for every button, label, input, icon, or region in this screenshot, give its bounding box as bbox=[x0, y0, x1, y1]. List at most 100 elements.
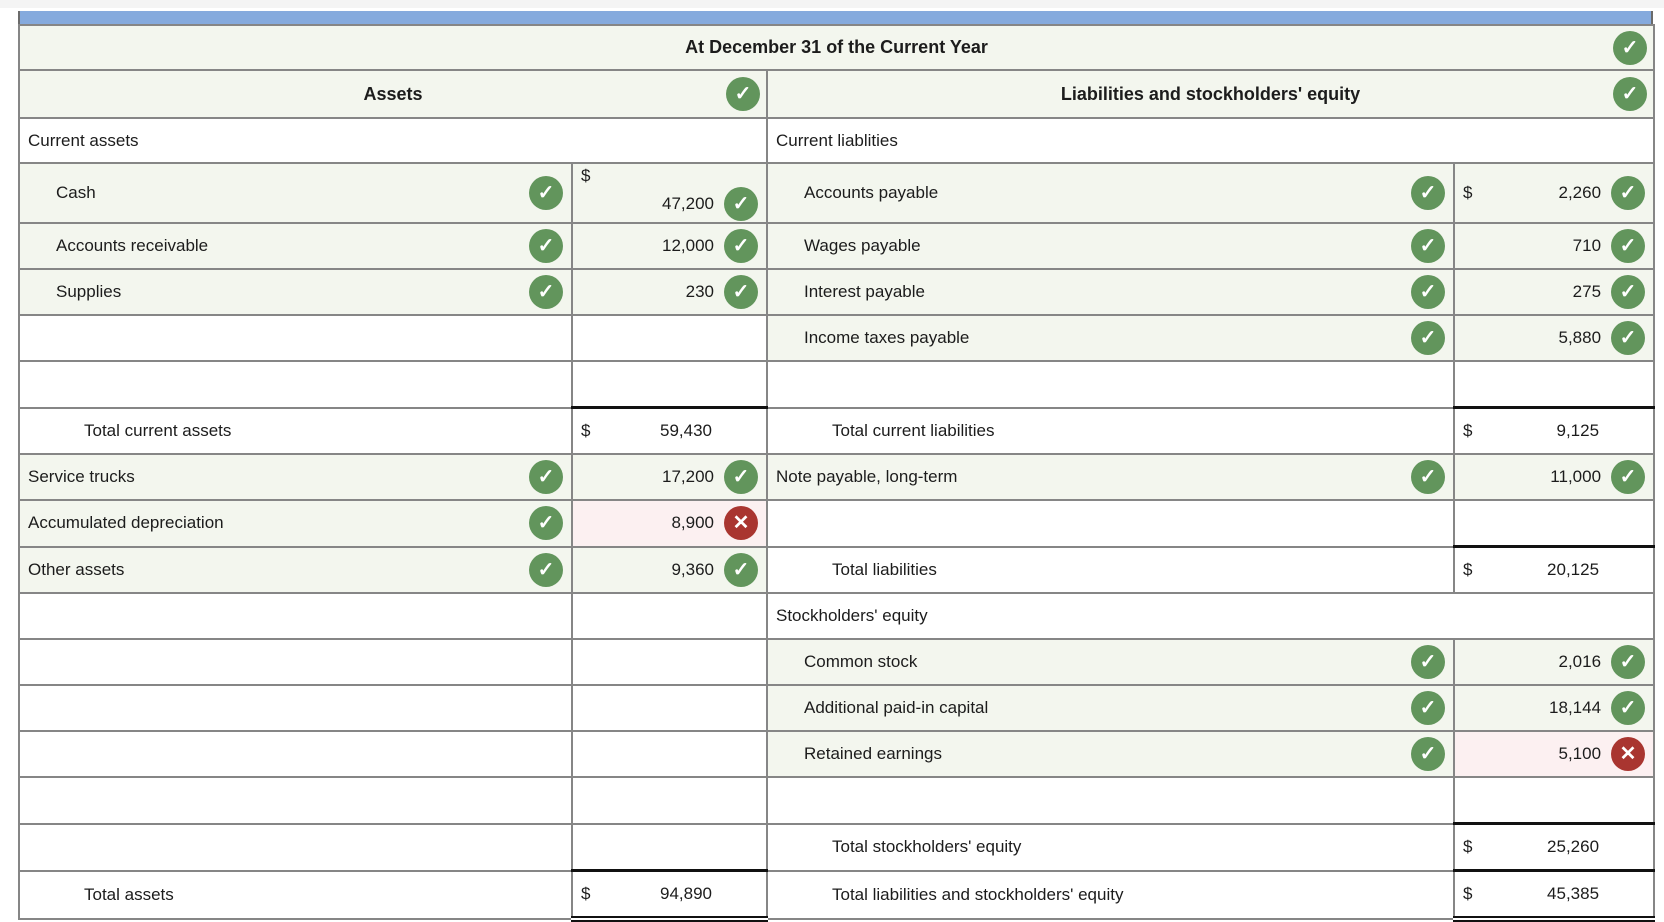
row-label: Interest payable bbox=[804, 282, 925, 301]
cell-value: 9,360 bbox=[671, 559, 714, 579]
table-row: Accounts receivable ✓ 12,000 ✓ Wages pay… bbox=[18, 222, 1656, 270]
check-icon: ✓ bbox=[1411, 737, 1445, 771]
table-row: Stockholders' equity bbox=[18, 592, 1656, 640]
cell-value: 2,260 bbox=[1558, 183, 1602, 202]
income-taxes-payable-value-cell[interactable]: 5,880 ✓ bbox=[1452, 314, 1656, 362]
check-icon: ✓ bbox=[1411, 645, 1445, 679]
accounts-receivable-value-cell[interactable]: 12,000 ✓ bbox=[571, 222, 768, 270]
row-label: Total liabilities bbox=[832, 559, 937, 579]
total-current-assets-label-cell: Total current assets bbox=[18, 406, 573, 455]
table-row: Other assets ✓ 9,360 ✓ Total liabilities… bbox=[18, 545, 1656, 594]
table-row: Accumulated depreciation ✓ 8,900 ✕ bbox=[18, 499, 1656, 548]
table-row: Service trucks ✓ 17,200 ✓ Note payable, … bbox=[18, 453, 1656, 501]
supplies-value-cell[interactable]: 230 ✓ bbox=[571, 268, 768, 316]
note-payable-label-cell[interactable]: Note payable, long-term ✓ bbox=[766, 453, 1455, 501]
total-liabilities-and-equity-label-cell: Total liabilities and stockholders' equi… bbox=[766, 869, 1455, 920]
x-icon: ✕ bbox=[1611, 737, 1646, 771]
row-label: Total current liabilities bbox=[832, 420, 995, 440]
cell-value: 5,100 bbox=[1558, 744, 1602, 763]
cell-value: 5,880 bbox=[1558, 328, 1602, 347]
common-stock-label-cell[interactable]: Common stock ✓ bbox=[766, 638, 1455, 686]
check-icon: ✓ bbox=[724, 275, 758, 309]
assets-header-cell[interactable]: Assets ✓ bbox=[18, 69, 768, 119]
currency-symbol: $ bbox=[1463, 183, 1473, 202]
table-row bbox=[18, 360, 1656, 409]
table-row: Total current assets $ 59,430 Total curr… bbox=[18, 406, 1656, 455]
empty-cell bbox=[18, 314, 573, 362]
retained-earnings-value-cell[interactable]: 5,100 ✕ bbox=[1452, 730, 1656, 778]
group-label: Stockholders' equity bbox=[776, 606, 928, 625]
row-label: Total stockholders' equity bbox=[832, 837, 1022, 856]
other-assets-label-cell[interactable]: Other assets ✓ bbox=[18, 545, 573, 594]
empty-cell bbox=[18, 638, 573, 686]
row-label: Additional paid-in capital bbox=[804, 698, 989, 717]
table-row: Supplies ✓ 230 ✓ Interest payable ✓ 275 bbox=[18, 268, 1656, 316]
assets-header: Assets ✓ bbox=[21, 77, 765, 111]
check-icon: ✓ bbox=[1611, 691, 1646, 725]
cash-label-cell[interactable]: Cash ✓ bbox=[18, 162, 573, 224]
retained-earnings-label-cell[interactable]: Retained earnings ✓ bbox=[766, 730, 1455, 778]
row-label: Accumulated depreciation bbox=[28, 513, 224, 533]
additional-paid-in-capital-value-cell[interactable]: 18,144 ✓ bbox=[1452, 684, 1656, 732]
row-label: Income taxes payable bbox=[804, 328, 970, 347]
empty-cell bbox=[571, 730, 768, 778]
row-label: Total current assets bbox=[84, 420, 232, 440]
liabilities-header-cell[interactable]: Liabilities and stockholders' equity ✓ bbox=[765, 69, 1656, 119]
currency-symbol: $ bbox=[1463, 421, 1473, 440]
statement-date-cell[interactable]: At December 31 of the Current Year ✓ bbox=[17, 24, 1656, 71]
interest-payable-label-cell[interactable]: Interest payable ✓ bbox=[766, 268, 1455, 316]
row-label: Accounts payable bbox=[804, 183, 939, 202]
liabilities-header-text: Liabilities and stockholders' equity bbox=[1060, 83, 1361, 104]
common-stock-value-cell[interactable]: 2,016 ✓ bbox=[1452, 638, 1656, 686]
window-top-bar bbox=[18, 11, 1653, 24]
table-row: Retained earnings ✓ 5,100 ✕ bbox=[18, 730, 1656, 778]
empty-cell bbox=[18, 360, 573, 409]
accumulated-depreciation-value-cell[interactable]: 8,900 ✕ bbox=[571, 499, 768, 548]
empty-cell bbox=[766, 360, 1455, 409]
cell-value: 275 bbox=[1572, 282, 1602, 301]
accounts-receivable-label-cell[interactable]: Accounts receivable ✓ bbox=[18, 222, 573, 270]
accumulated-depreciation-label-cell[interactable]: Accumulated depreciation ✓ bbox=[18, 499, 573, 548]
service-trucks-value-cell[interactable]: 17,200 ✓ bbox=[571, 453, 768, 501]
cell-value: 25,260 bbox=[1547, 837, 1600, 856]
service-trucks-label-cell[interactable]: Service trucks ✓ bbox=[18, 453, 573, 501]
empty-cell bbox=[766, 776, 1455, 825]
wages-payable-label-cell[interactable]: Wages payable ✓ bbox=[766, 222, 1455, 270]
note-payable-value-cell[interactable]: 11,000 ✓ bbox=[1452, 453, 1656, 501]
currency-symbol: $ bbox=[1463, 560, 1473, 579]
cell-value: 2,016 bbox=[1558, 652, 1602, 671]
empty-cell bbox=[18, 776, 573, 825]
additional-paid-in-capital-label-cell[interactable]: Additional paid-in capital ✓ bbox=[766, 684, 1455, 732]
empty-cell bbox=[571, 592, 768, 640]
row-label: Wages payable bbox=[804, 236, 921, 255]
check-icon: ✓ bbox=[1611, 229, 1646, 263]
check-icon: ✓ bbox=[529, 506, 563, 541]
row-label: Other assets bbox=[28, 559, 125, 579]
row-label: Accounts receivable bbox=[56, 236, 209, 255]
empty-cell bbox=[1452, 776, 1656, 825]
check-icon: ✓ bbox=[1411, 229, 1445, 263]
currency-symbol: $ bbox=[1463, 837, 1473, 856]
wages-payable-value-cell[interactable]: 710 ✓ bbox=[1452, 222, 1656, 270]
check-icon: ✓ bbox=[724, 229, 758, 263]
statement-date-header: At December 31 of the Current Year ✓ bbox=[21, 30, 1652, 65]
accounts-payable-label-cell[interactable]: Accounts payable ✓ bbox=[766, 162, 1455, 224]
accounts-payable-value-cell[interactable]: $ 2,260 ✓ bbox=[1452, 162, 1656, 224]
row-label: Total liabilities and stockholders' equi… bbox=[832, 884, 1124, 904]
supplies-label-cell[interactable]: Supplies ✓ bbox=[18, 268, 573, 316]
balance-sheet-panel: At December 31 of the Current Year ✓ Ass… bbox=[17, 11, 1656, 922]
income-taxes-payable-label-cell[interactable]: Income taxes payable ✓ bbox=[766, 314, 1455, 362]
cell-value: 94,890 bbox=[660, 884, 712, 903]
empty-cell bbox=[18, 822, 573, 872]
total-assets-value-cell: $ 94,890 bbox=[571, 869, 768, 922]
row-label: Retained earnings bbox=[804, 744, 942, 763]
cash-value-cell[interactable]: $ 47,200 ✓ bbox=[571, 162, 768, 224]
empty-cell bbox=[18, 684, 573, 732]
cell-value: 9,125 bbox=[1556, 421, 1600, 440]
total-stockholders-equity-label-cell: Total stockholders' equity bbox=[766, 822, 1455, 872]
check-icon: ✓ bbox=[1411, 176, 1445, 210]
interest-payable-value-cell[interactable]: 275 ✓ bbox=[1452, 268, 1656, 316]
total-liabilities-value-cell: $ 20,125 bbox=[1452, 545, 1656, 594]
empty-cell bbox=[18, 592, 573, 640]
other-assets-value-cell[interactable]: 9,360 ✓ bbox=[571, 545, 768, 594]
